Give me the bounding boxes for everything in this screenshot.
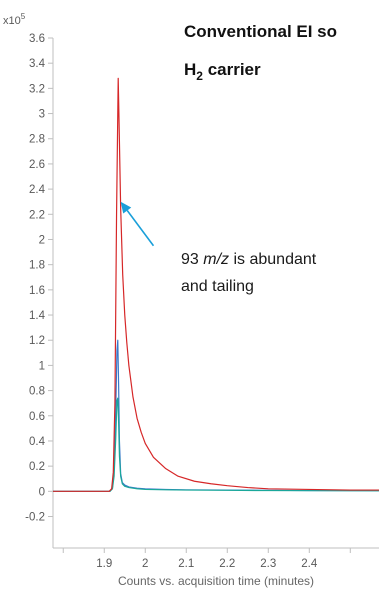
- y-tick-label: 3.6: [29, 33, 45, 45]
- x-axis-title: Counts vs. acquisition time (minutes): [118, 574, 314, 588]
- y-multiplier-base: x10: [3, 15, 21, 27]
- x-tick-label: 2.3: [260, 558, 276, 570]
- y-tick-label: 2.4: [29, 184, 46, 196]
- annotation-italic: m/z: [203, 251, 229, 268]
- annotation-arrowhead: [120, 201, 132, 214]
- title-rest: carrier: [203, 60, 261, 79]
- annotation-prefix: 93: [181, 251, 203, 268]
- series-layer: [53, 77, 379, 492]
- chart-title-line2: H2 carrier: [184, 60, 261, 83]
- x-tick-label: 2.2: [219, 558, 235, 570]
- y-tick-label: 3.4: [29, 58, 46, 70]
- series-line-1: [53, 339, 379, 492]
- y-tick-label: 1.4: [29, 310, 46, 322]
- y-tick-label: 2: [39, 234, 45, 246]
- y-multiplier-exponent: 5: [21, 12, 26, 21]
- annotation-line1: 93 m/z is abundant: [181, 251, 317, 268]
- x-tick-label: 2.1: [178, 558, 194, 570]
- x-tick-label: 1.9: [96, 558, 112, 570]
- x-tick-label: 2.4: [301, 558, 318, 570]
- series-line-2: [53, 397, 379, 492]
- chart-title-line1: Conventional EI so: [184, 22, 337, 41]
- y-tick-label: 2.2: [29, 209, 45, 221]
- y-multiplier-label: x105: [3, 12, 26, 27]
- y-tick-label: 1.2: [29, 335, 45, 347]
- y-tick-label: 1.8: [29, 260, 45, 272]
- y-tick-label: 2.8: [29, 134, 45, 146]
- y-tick-label: 2.6: [29, 159, 45, 171]
- y-tick-label: 1: [39, 360, 45, 372]
- title-subscript: 2: [196, 69, 203, 83]
- y-tick-label: 3.2: [29, 83, 45, 95]
- x-tick-label: 2: [142, 558, 148, 570]
- y-tick-label: 0: [39, 486, 45, 498]
- y-tick-label: 0.2: [29, 461, 45, 473]
- annotation: 93 m/z is abundant and tailing: [120, 201, 317, 295]
- annotation-line2: and tailing: [181, 278, 254, 295]
- y-tick-label: 0.4: [29, 436, 46, 448]
- x-axis: 1.9 2 2.1 2.2 2.3 2.4: [53, 547, 379, 570]
- title-h: H: [184, 60, 196, 79]
- y-tick-label: 0.6: [29, 411, 45, 423]
- series-line-0: [53, 77, 379, 492]
- y-tick-label: 0.8: [29, 386, 45, 398]
- y-tick-label: -0.2: [25, 512, 45, 524]
- y-axis: -0.2 0 0.2 0.4 0.6 0.8 1 1.2 1.4 1.6 1.8 2 2.2 2.4 2.6…: [25, 33, 54, 548]
- annotation-suffix: is abundant: [229, 251, 317, 268]
- annotation-arrow: [126, 210, 155, 247]
- y-tick-label: 1.6: [29, 285, 45, 297]
- y-tick-label: 3: [39, 109, 45, 121]
